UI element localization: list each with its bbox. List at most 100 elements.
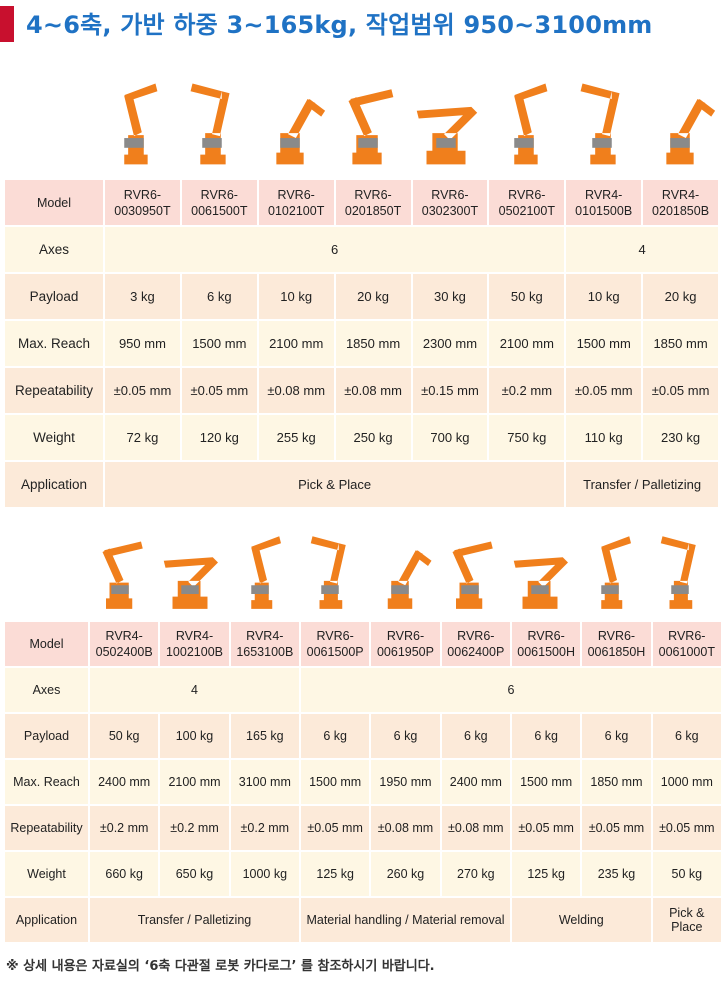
row-reach: Max. Reach 950 mm 1500 mm 2100 mm 1850 mm 230… [5,321,718,366]
repeatability-cell: ±0.08 mm [441,806,510,850]
application-cell: Pick & Place [105,462,565,507]
reach-cell: 1000 mm [652,760,721,804]
reach-cell: 1500 mm [181,321,257,366]
application-cell: Material handling / Material removal [300,898,510,942]
model-name-part: RVR6- [123,187,162,202]
model-name-part: 0201850B [652,203,710,218]
payload-cell: 50 kg [90,714,159,758]
row-label: Axes [5,227,103,272]
reach-cell: 3100 mm [230,760,299,804]
payload-cell: 20 kg [335,274,411,319]
axes-cell: 6 [300,668,721,712]
robot-arm-image [387,550,432,609]
robot-arm-image [124,83,158,165]
row-label: Application [5,898,88,942]
row-label: Weight [5,415,103,460]
model-name-part: 0061500T [191,203,248,218]
model-cell: RVR6- 0061850H [582,622,651,666]
payload-cell: 3 kg [105,274,180,319]
model-cell: RVR6- 0302300T [412,180,488,225]
application-cell: Pick & Place [652,898,721,942]
robot-arm-image [601,536,631,609]
robot-arm-image [102,541,143,609]
payload-cell: 6 kg [300,714,370,758]
model-name-part: 0101500B [575,203,633,218]
repeatability-cell: ±0.08 mm [371,806,440,850]
payload-cell: 20 kg [643,274,718,319]
row-axes: Axes 6 4 [5,227,718,272]
model-cell: RVR6- 0061500T [181,180,257,225]
repeatability-cell: ±0.05 mm [643,368,718,413]
reach-cell: 1850 mm [335,321,411,366]
reach-cell: 2300 mm [412,321,488,366]
weight-cell: 650 kg [160,852,229,896]
row-label: Payload [5,274,103,319]
row-repeatability: Repeatability ±0.2 mm ±0.2 mm ±0.2 mm ±0.05 … [5,806,721,850]
model-name-part: 0061000T [658,645,715,659]
weight-cell: 660 kg [90,852,159,896]
row-label: Repeatability [5,806,88,850]
weight-cell: 125 kg [511,852,581,896]
weight-cell: 260 kg [371,852,440,896]
model-cell: RVR4- 0101500B [566,180,642,225]
weight-cell: 250 kg [335,415,411,460]
reach-cell: 2100 mm [160,760,229,804]
model-cell: RVR6- 0061950P [371,622,440,666]
model-name-part: RVR6- [386,629,425,643]
model-name-part: RVR6- [668,629,706,643]
robot-arm-image [580,83,620,165]
model-name-part: RVR6- [316,629,354,643]
axes-cell: 4 [566,227,718,272]
model-name-part: 0062400P [447,645,505,659]
repeatability-cell: ±0.05 mm [566,368,642,413]
model-cell: RVR4- 0502400B [90,622,159,666]
repeatability-cell: ±0.15 mm [412,368,488,413]
repeatability-cell: ±0.2 mm [230,806,299,850]
reach-cell: 1500 mm [511,760,581,804]
application-cell: Welding [511,898,651,942]
repeatability-cell: ±0.05 mm [582,806,651,850]
robot-arm-image [660,536,696,609]
model-name-part: 0061850H [587,645,646,659]
weight-cell: 1000 kg [230,852,299,896]
model-name-part: RVR6- [277,187,315,202]
payload-cell: 30 kg [412,274,488,319]
robot-images-row-1 [95,68,719,173]
row-label: Repeatability [5,368,103,413]
robot-arm-image [310,536,346,609]
application-cell: Transfer / Palletizing [90,898,299,942]
row-axes: Axes 4 6 [5,668,721,712]
model-cell: RVR6- 0201850T [335,180,411,225]
model-cell: RVR4- 1002100B [160,622,229,666]
row-payload: Payload 3 kg 6 kg 10 kg 20 kg 30 kg 50 kg 10 kg… [5,274,718,319]
model-name-part: 0102100T [268,203,325,218]
reach-cell: 950 mm [105,321,180,366]
row-label: Model [5,180,103,225]
model-name-part: 1653100B [236,645,294,659]
weight-cell: 72 kg [105,415,180,460]
row-label: Payload [5,714,88,758]
repeatability-cell: ±0.2 mm [489,368,565,413]
reach-cell: 2400 mm [90,760,159,804]
model-name-part: RVR4- [585,187,623,202]
model-name-part: RVR6- [431,187,469,202]
model-name-part: RVR4- [246,629,284,643]
weight-cell: 750 kg [489,415,565,460]
robot-arm-image [190,83,230,165]
spec-table-1: Model RVR6- 0030950T RVR6- 0061500T RVR6- 0102… [3,178,720,509]
row-reach: Max. Reach 2400 mm 2100 mm 3100 mm 1500 mm 19… [5,760,721,804]
reach-cell: 2400 mm [441,760,510,804]
payload-cell: 6 kg [181,274,257,319]
model-cell: RVR6- 0102100T [258,180,334,225]
model-name-part: RVR4- [105,629,143,643]
row-label: Axes [5,668,88,712]
payload-cell: 6 kg [511,714,581,758]
payload-cell: 6 kg [441,714,510,758]
payload-cell: 6 kg [652,714,721,758]
weight-cell: 700 kg [412,415,488,460]
spec-table-2: Model RVR4- 0502400B RVR4- 1002100B RVR4- 1653… [3,620,723,944]
repeatability-cell: ±0.05 mm [105,368,180,413]
row-label: Application [5,462,103,507]
page-title: 4~6축, 가반 하중 3~165kg, 작업범위 950~3100mm [26,11,653,39]
repeatability-cell: ±0.05 mm [511,806,581,850]
